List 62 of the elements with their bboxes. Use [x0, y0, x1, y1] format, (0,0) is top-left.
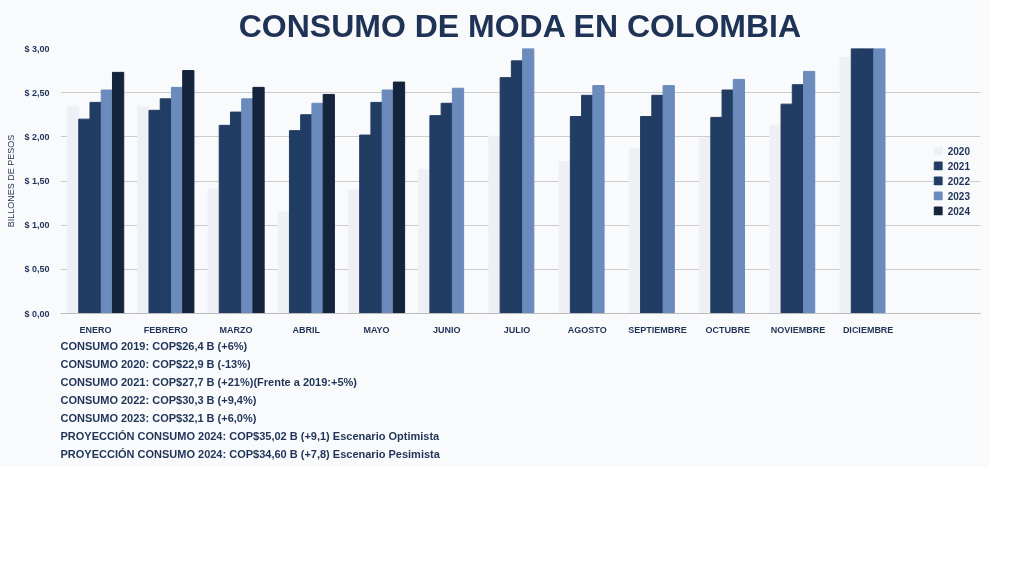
- bar: [347, 189, 361, 314]
- y-tick-label: $ 0,50: [24, 264, 50, 275]
- text: CONSUMO 2020: COP$22,9 B (-13%): [60, 358, 251, 371]
- y-axis-title: BILLONES DE PESOS: [6, 134, 17, 228]
- bar: [592, 85, 605, 314]
- bar: [311, 102, 324, 314]
- bar: [732, 78, 746, 314]
- bar: [699, 137, 712, 314]
- bar: [170, 86, 184, 314]
- bar: [418, 169, 431, 314]
- text: PROYECCIÓN CONSUMO 2024: COP$35,02 B (+9,1) Escenario Optimista: [60, 429, 441, 442]
- bar: [252, 86, 265, 314]
- bar: [100, 89, 113, 314]
- text: CONSUMO 2021: COP$27,7 B (+21%)(Frente a 2019:+5%): [60, 376, 358, 389]
- bar: [488, 135, 501, 314]
- legend-label: 2022: [947, 175, 970, 186]
- y-tick-label: $ 1,50: [24, 176, 50, 186]
- bar: [277, 211, 290, 314]
- legend-label: 2020: [947, 145, 970, 156]
- y-tick-label: $ 0,00: [24, 308, 50, 319]
- bar: [182, 70, 195, 314]
- y-tick-label: $ 2,50: [24, 87, 50, 98]
- bar: [522, 48, 535, 314]
- bar: [207, 188, 220, 314]
- bar: [137, 106, 150, 314]
- x-tick-label: NOVIEMBRE: [770, 324, 826, 335]
- bar: [873, 48, 886, 314]
- y-tick-label: $ 2,00: [24, 131, 50, 142]
- bar: [769, 124, 782, 314]
- text: PROYECCIÓN CONSUMO 2024: COP$34,60 B (+7,8) Escenario Pesimista: [60, 447, 441, 460]
- text: CONSUMO 2023: COP$32,1 B (+6,0%): [60, 411, 257, 424]
- legend-label: 2021: [947, 160, 970, 171]
- bar: [451, 87, 465, 314]
- bar: [241, 98, 254, 314]
- bar: [839, 56, 852, 314]
- x-tick-label: JUNIO: [433, 324, 461, 335]
- text: CONSUMO 2022: COP$30,3 B (+9,4%): [60, 394, 257, 406]
- x-tick-label: JULIO: [503, 324, 531, 335]
- text: CONSUMO 2019: COP$26,4 B (+6%): [60, 340, 248, 353]
- x-tick-label: MARZO: [219, 324, 253, 335]
- x-tick-label: ABRIL: [292, 324, 321, 335]
- bar: [803, 70, 816, 314]
- x-tick-label: DICIEMBRE: [842, 324, 894, 335]
- bar: [111, 71, 125, 314]
- x-tick-label: FEBRERO: [143, 324, 188, 335]
- x-tick-label: ENERO: [79, 324, 112, 335]
- x-tick-label: OCTUBRE: [705, 324, 750, 335]
- bar: [67, 106, 80, 314]
- legend-label: 2023: [947, 190, 970, 201]
- bar: [392, 81, 406, 314]
- bar: [381, 89, 394, 314]
- chart-title: CONSUMO DE MODA EN COLOMBIA: [238, 7, 802, 44]
- x-tick-label: MAYO: [363, 324, 390, 335]
- x-tick-label: SEPTIEMBRE: [628, 324, 687, 335]
- legend-label: 2024: [947, 205, 970, 216]
- bar: [628, 147, 642, 314]
- bar: [322, 93, 335, 314]
- y-tick-label: $ 3,00: [24, 43, 50, 54]
- bar: [558, 161, 571, 314]
- bar: [662, 85, 675, 314]
- x-tick-label: AGOSTO: [567, 324, 607, 335]
- y-tick-label: $ 1,00: [24, 220, 50, 231]
